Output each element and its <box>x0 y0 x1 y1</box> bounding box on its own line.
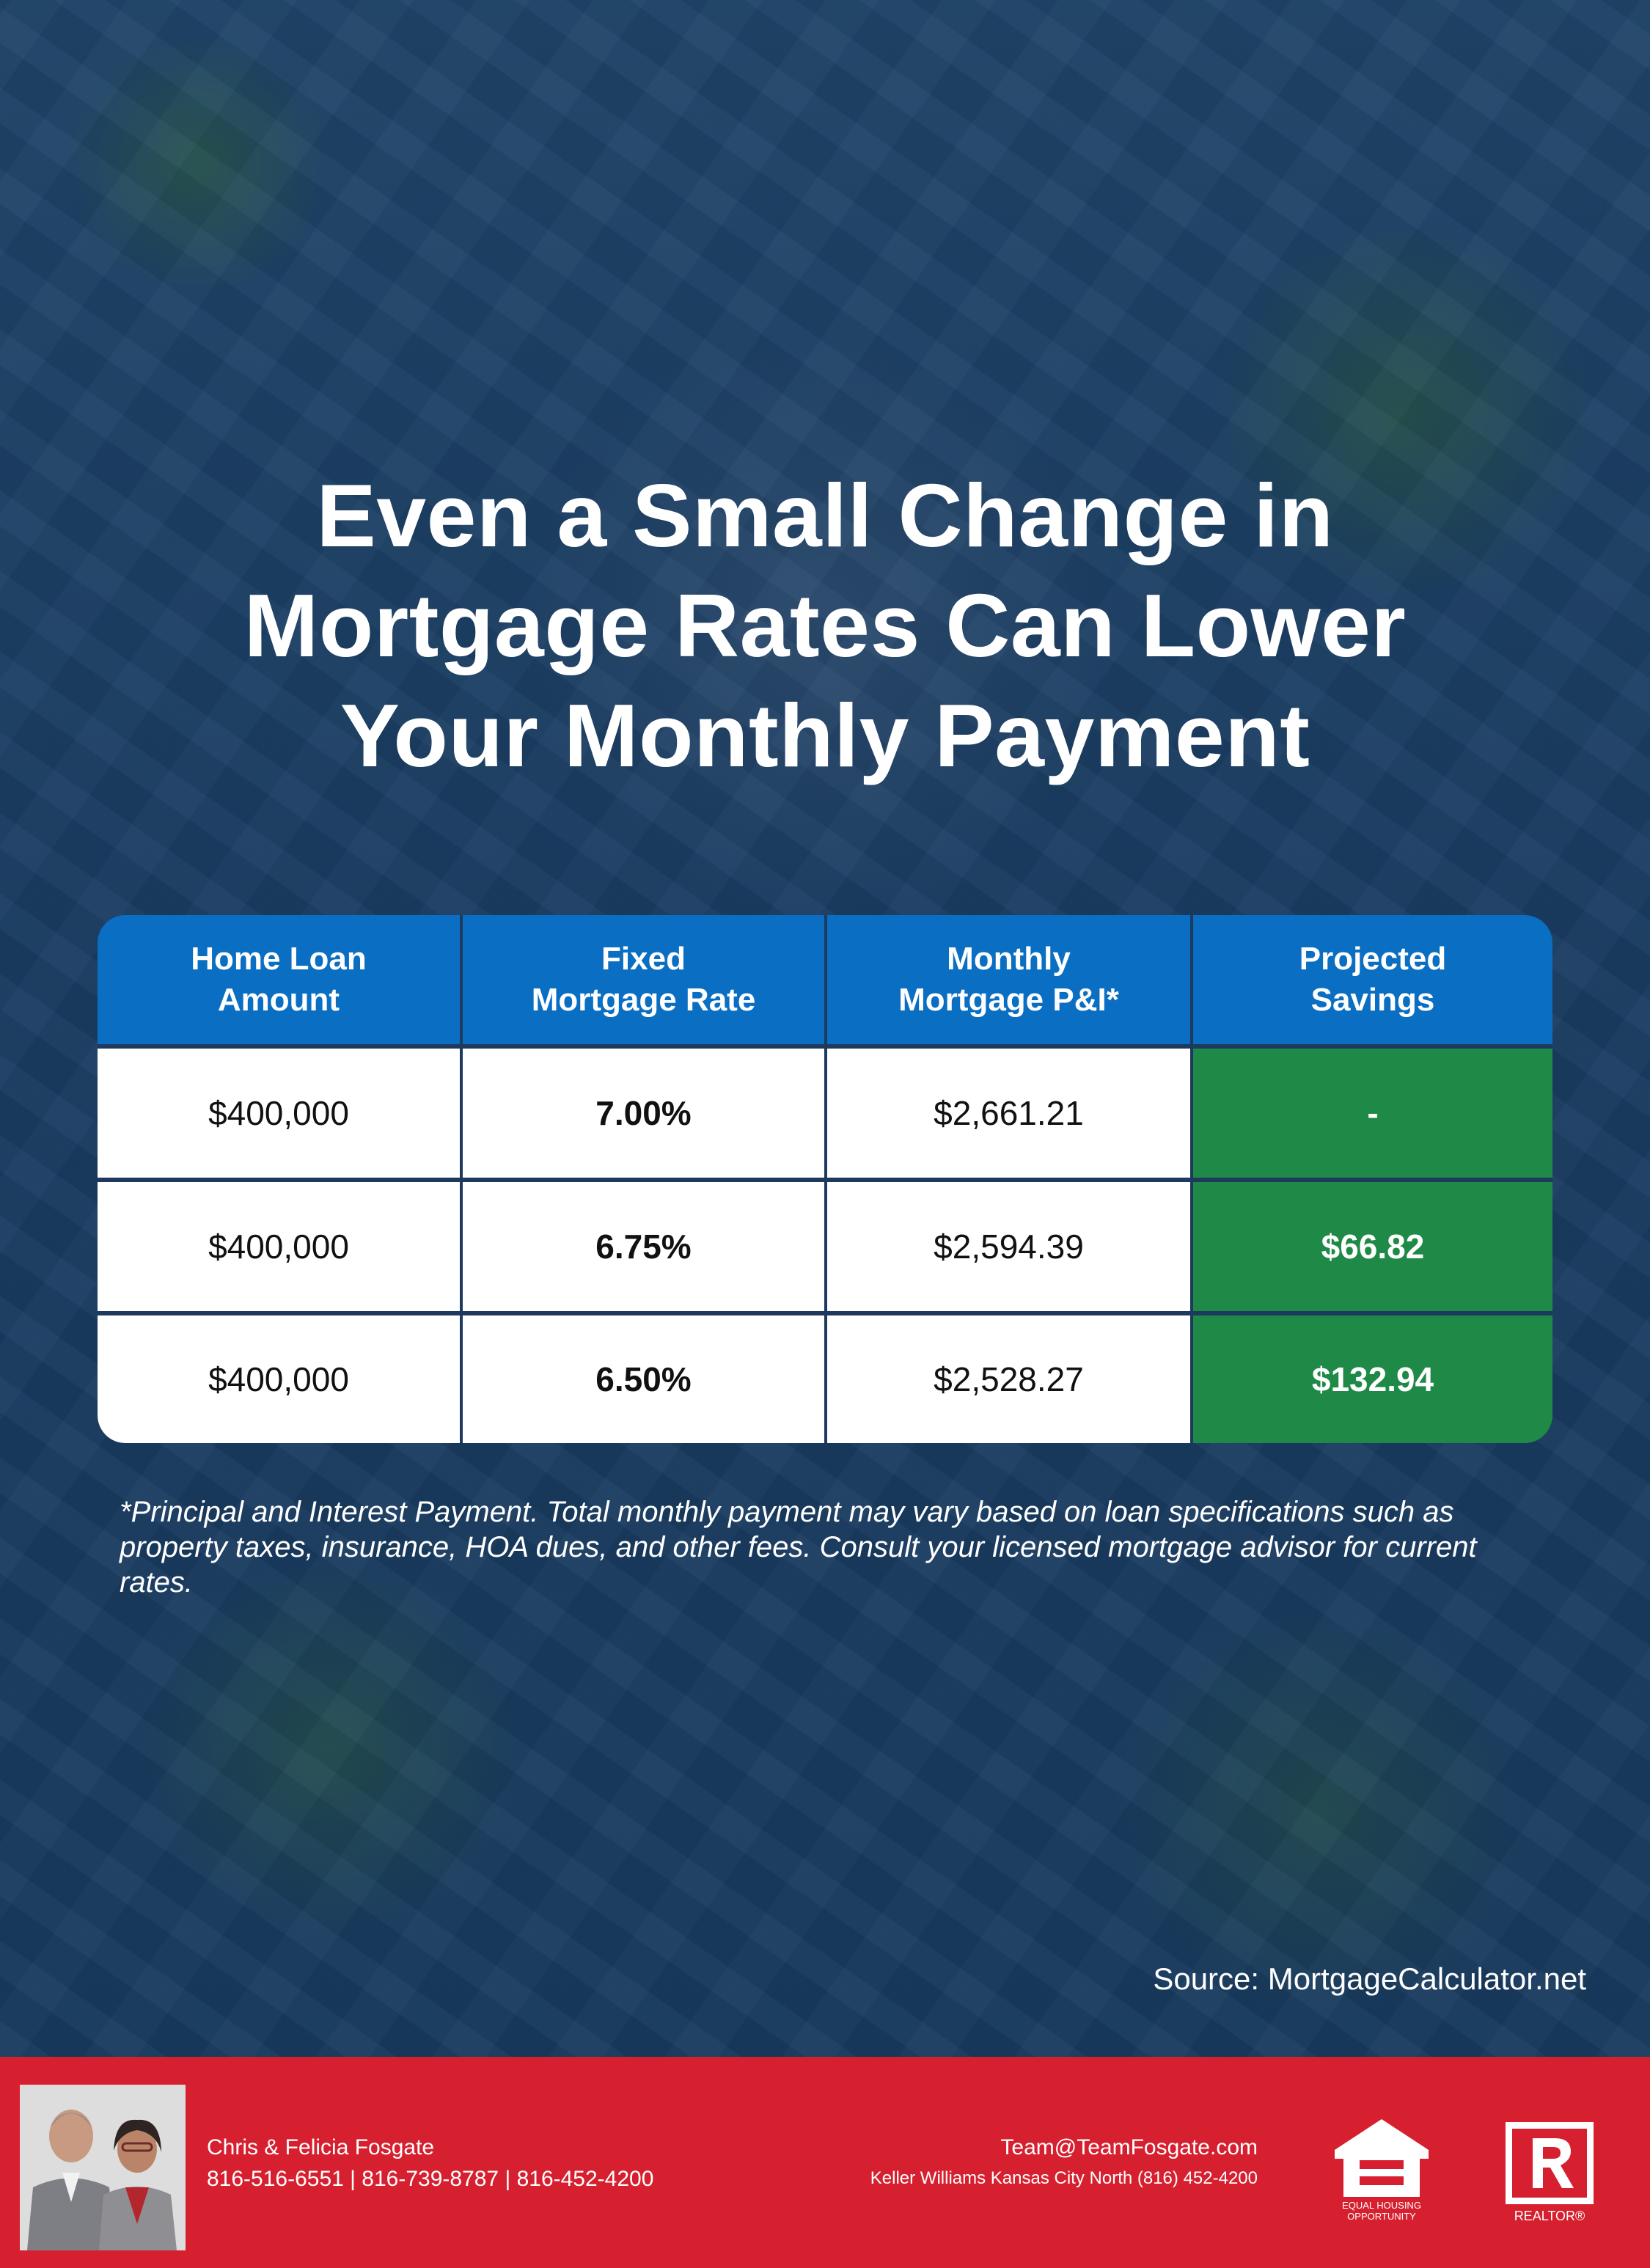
title-line-2: Mortgage Rates Can Lower <box>243 576 1407 675</box>
source-citation: Source: MortgageCalculator.net <box>1153 1961 1586 1996</box>
agent-photo <box>20 2085 186 2250</box>
eho-text-2: OPPORTUNITY <box>1347 2211 1416 2222</box>
header-fixed-mortgage-rate: Fixed Mortgage Rate <box>463 915 824 1044</box>
title-line-3: Your Monthly Payment <box>340 686 1310 785</box>
cell-savings: $66.82 <box>1193 1182 1552 1311</box>
cell-payment: $2,661.21 <box>827 1049 1190 1178</box>
cell-payment: $2,594.39 <box>827 1182 1190 1311</box>
agent-phone-numbers[interactable]: 816-516-6551 | 816-739-8787 | 816-452-42… <box>207 2167 654 2191</box>
header-projected-savings: Projected Savings <box>1193 915 1552 1044</box>
office-info: Keller Williams Kansas City North (816) … <box>870 2168 1258 2188</box>
header-line: Projected <box>1299 941 1447 977</box>
header-line: Home Loan <box>191 941 367 977</box>
cell-rate: 7.00% <box>463 1049 824 1178</box>
cell-loan-amount: $400,000 <box>98 1315 460 1443</box>
agent-name: Chris & Felicia Fosgate <box>207 2135 435 2159</box>
eho-text-1: EQUAL HOUSING <box>1342 2200 1421 2211</box>
header-line: Savings <box>1310 982 1435 1018</box>
cell-savings: - <box>1193 1049 1552 1178</box>
team-email[interactable]: Team@TeamFosgate.com <box>1000 2135 1258 2159</box>
equal-housing-opportunity-icon: EQUAL HOUSING OPPORTUNITY <box>1329 2115 1435 2225</box>
realtor-logo-icon: REALTOR® <box>1502 2118 1597 2228</box>
cell-loan-amount: $400,000 <box>98 1182 460 1311</box>
header-monthly-mortgage-pi: Monthly Mortgage P&I* <box>827 915 1190 1044</box>
header-line: Mortgage P&I* <box>898 982 1119 1018</box>
cell-savings: $132.94 <box>1193 1315 1552 1443</box>
cell-loan-amount: $400,000 <box>98 1049 460 1178</box>
header-line: Mortgage Rate <box>531 982 756 1018</box>
realtor-text: REALTOR® <box>1514 2209 1585 2223</box>
cell-rate: 6.50% <box>463 1315 824 1443</box>
page-title: Even a Small Change in Mortgage Rates Ca… <box>92 460 1558 790</box>
header-line: Amount <box>217 982 340 1018</box>
header-home-loan-amount: Home Loan Amount <box>98 915 460 1044</box>
header-line: Monthly <box>947 941 1071 977</box>
footnote: *Principal and Interest Payment. Total m… <box>120 1496 1477 1599</box>
mortgage-rate-table: Home Loan Amount Fixed Mortgage Rate Month… <box>98 915 1552 1443</box>
cell-payment: $2,528.27 <box>827 1315 1190 1443</box>
header-line: Fixed <box>601 941 686 977</box>
title-line-1: Even a Small Change in <box>316 466 1334 565</box>
cell-rate: 6.75% <box>463 1182 824 1311</box>
